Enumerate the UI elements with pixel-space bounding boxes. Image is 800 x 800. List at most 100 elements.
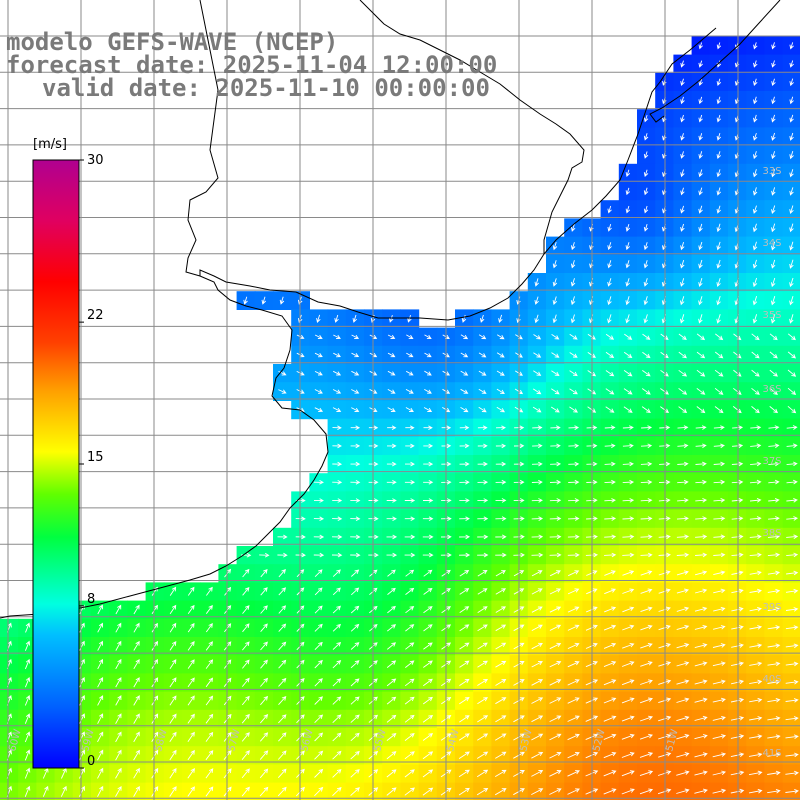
wind-arrow	[459, 588, 470, 595]
wind-arrow	[658, 752, 672, 758]
wind-arrow	[133, 713, 140, 724]
wind-arrow	[568, 570, 580, 577]
wind-arrow	[477, 588, 488, 595]
wind-arrow	[786, 497, 798, 503]
wind-arrow	[748, 788, 763, 794]
wind-arrow	[716, 132, 722, 141]
wind-arrow	[604, 552, 617, 558]
wind-arrow	[550, 425, 561, 430]
wind-arrow	[423, 660, 433, 668]
lat-label: 33S	[762, 166, 781, 177]
wind-arrow	[549, 534, 562, 540]
wind-arrow	[314, 659, 323, 669]
wind-arrow	[242, 641, 250, 651]
wind-arrow	[712, 715, 726, 721]
wind-arrow	[677, 479, 689, 485]
wind-arrow	[424, 334, 432, 339]
wind-arrow	[694, 715, 708, 721]
wind-arrow	[259, 732, 269, 742]
wind-arrow	[404, 696, 415, 705]
wind-arrow	[643, 223, 649, 232]
wind-arrow	[404, 516, 416, 521]
wind-arrow	[785, 716, 799, 721]
wind-arrow	[549, 788, 562, 795]
wind-arrow	[79, 640, 85, 651]
wind-arrow	[549, 570, 561, 577]
wind-arrow	[680, 241, 685, 251]
wind-arrow	[716, 42, 722, 50]
wind-arrow	[423, 480, 434, 485]
wind-arrow	[533, 334, 542, 340]
wind-arrow	[332, 516, 343, 522]
wind-arrow	[658, 570, 671, 576]
wind-arrow	[205, 623, 213, 633]
wind-arrow	[676, 770, 690, 776]
wind-arrow	[205, 731, 214, 742]
wind-arrow	[187, 659, 195, 669]
wind-arrow	[242, 586, 250, 596]
wind-arrow	[241, 695, 250, 706]
wind-arrow	[549, 642, 562, 650]
wind-arrow	[386, 660, 397, 668]
wind-arrow	[169, 768, 177, 779]
wind-arrow	[495, 606, 506, 613]
wind-arrow	[461, 314, 467, 323]
wind-arrow	[567, 697, 580, 704]
wind-arrow	[531, 679, 544, 686]
wind-arrow	[476, 751, 489, 759]
wind-arrow	[676, 606, 690, 612]
wind-arrow	[458, 787, 470, 796]
wind-arrow	[278, 389, 287, 394]
wind-arrow	[641, 406, 651, 413]
wind-arrow	[567, 770, 580, 777]
wind-arrow	[749, 479, 762, 485]
colorbar-tick-label: 8	[87, 592, 95, 607]
wind-arrow	[549, 751, 562, 759]
wind-arrow	[405, 606, 415, 614]
wind-arrow	[496, 406, 505, 413]
wind-arrow	[387, 389, 396, 394]
wind-arrow	[712, 752, 727, 758]
wind-arrow	[97, 658, 104, 670]
wind-arrow	[658, 606, 671, 612]
wind-arrow	[332, 425, 342, 431]
wind-arrow	[694, 661, 708, 667]
wind-arrow	[241, 713, 250, 724]
wind-arrow	[750, 425, 762, 430]
wind-arrow	[716, 187, 722, 196]
wind-arrow	[660, 388, 669, 395]
wind-arrow	[658, 624, 671, 631]
wind-arrow	[731, 643, 744, 648]
wind-arrow	[350, 714, 360, 723]
wind-arrow	[730, 788, 745, 794]
wind-arrow	[714, 387, 724, 395]
wind-arrow	[24, 713, 31, 724]
wind-arrow	[751, 369, 760, 377]
wind-arrow	[259, 768, 269, 779]
wind-arrow	[187, 695, 195, 706]
wind-arrow	[695, 461, 707, 467]
wind-arrow	[603, 624, 617, 631]
wind-arrow	[730, 716, 745, 721]
wind-arrow	[477, 534, 489, 540]
wind-arrow	[350, 769, 360, 778]
wind-arrow	[658, 552, 671, 558]
wind-arrow	[767, 643, 781, 648]
wind-arrow	[79, 731, 85, 743]
wind-arrow	[404, 769, 415, 778]
wind-arrow	[607, 296, 612, 306]
wind-arrow	[496, 370, 505, 376]
wind-arrow	[570, 242, 576, 251]
wind-arrow	[789, 314, 794, 324]
wind-arrow	[698, 60, 703, 68]
wind-arrow	[314, 768, 324, 778]
wind-arrow	[205, 750, 214, 761]
wind-arrow	[621, 788, 635, 795]
wind-arrow	[277, 750, 287, 760]
wind-arrow	[749, 625, 763, 630]
wind-arrow	[789, 295, 794, 306]
wind-arrow	[404, 714, 415, 723]
wind-arrow	[477, 697, 488, 705]
wind-arrow	[278, 568, 286, 578]
wind-arrow	[698, 205, 703, 214]
